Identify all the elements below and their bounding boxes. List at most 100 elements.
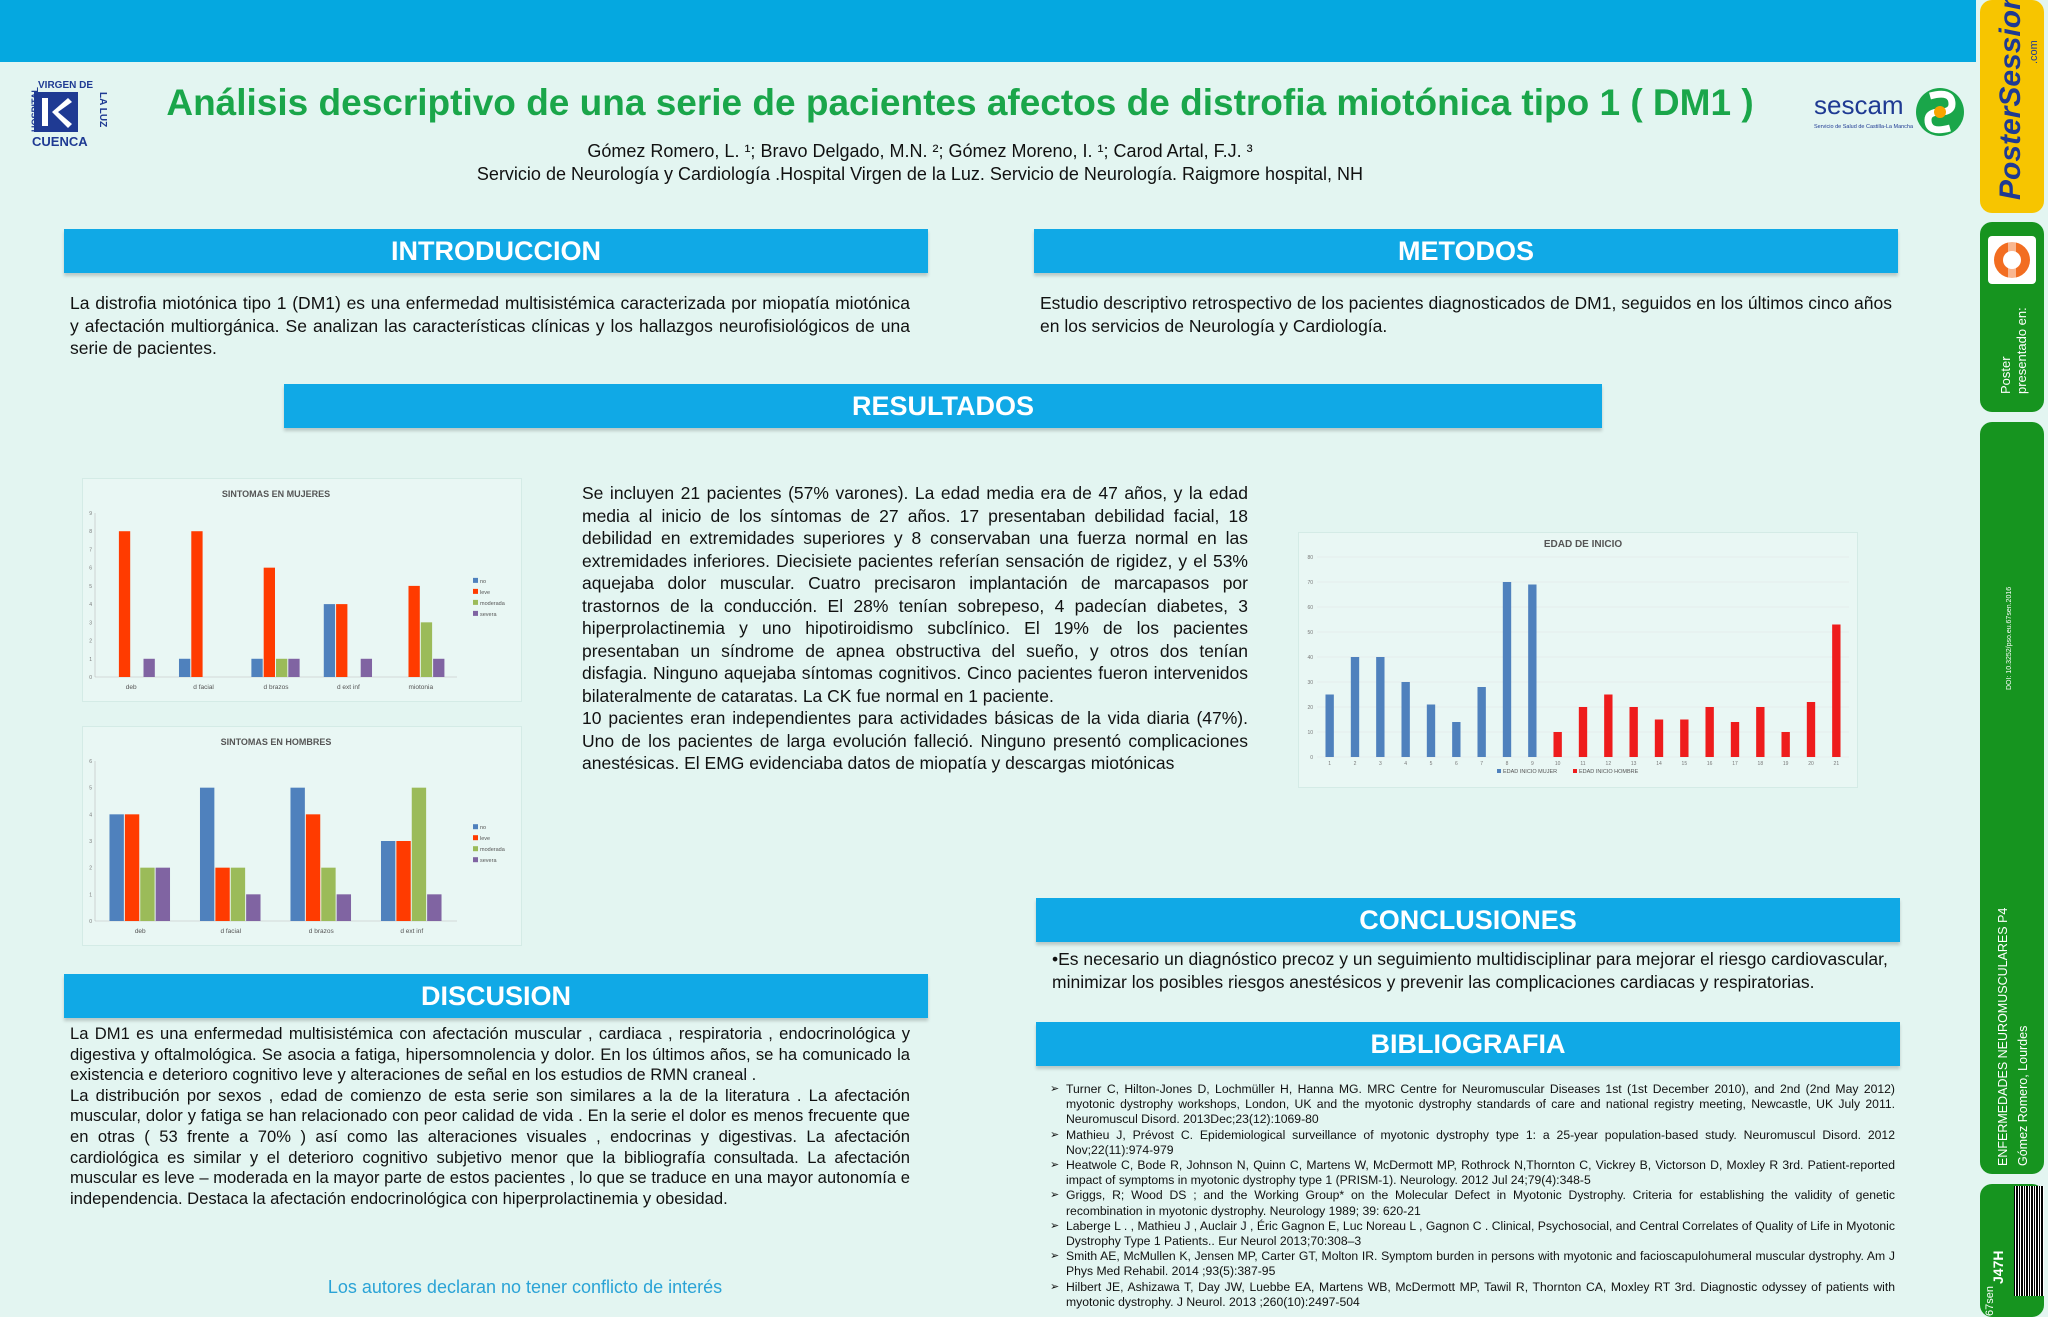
x-tick-label: 14 [1656, 761, 1662, 767]
bar [336, 894, 352, 921]
author-name: Gómez Romero, Lourdes [2016, 1025, 2030, 1166]
intro-header: INTRODUCCION [64, 229, 928, 273]
x-tick-label: 12 [1606, 761, 1612, 767]
bar [263, 567, 275, 677]
legend-swatch [473, 846, 478, 852]
y-tick-label: 8 [89, 529, 92, 535]
bar [1426, 704, 1436, 757]
bar [1832, 624, 1841, 757]
brand-text: PosterSessionOnline [1994, 0, 2027, 200]
legend-label: leve [480, 836, 490, 842]
x-tick-label: miotonia [409, 684, 434, 691]
x-tick-label: 17 [1732, 761, 1738, 767]
bar [124, 814, 140, 921]
bibliography-item: Smith AE, McMullen K, Jensen MP, Carter … [1050, 1249, 1895, 1279]
x-tick-label: d ext inf [337, 684, 360, 691]
legend-label: leve [480, 590, 490, 596]
x-tick-label: 3 [1379, 761, 1382, 767]
bar [1325, 694, 1334, 757]
bar [1806, 702, 1816, 757]
bar [1654, 719, 1664, 757]
methods-text: Estudio descriptivo retrospectivo de los… [1040, 293, 1892, 336]
legend-label: severa [480, 858, 497, 864]
y-tick-label: 0 [89, 919, 92, 925]
conclusions-header: CONCLUSIONES [1036, 898, 1900, 942]
y-tick-label: 5 [89, 786, 92, 792]
legend-label: no [480, 579, 486, 585]
y-tick-label: 3 [89, 839, 92, 845]
bar [1553, 732, 1562, 757]
x-tick-label: deb [135, 928, 146, 935]
x-tick-label: deb [126, 684, 137, 691]
conclusions-text: •Es necesario un diagnóstico precoz y un… [1052, 949, 1888, 992]
x-tick-label: 18 [1758, 761, 1764, 767]
bar [118, 531, 131, 677]
x-tick-label: 10 [1555, 761, 1561, 767]
x-tick-label: 1 [1328, 761, 1331, 767]
bar [360, 658, 373, 677]
bar [408, 585, 420, 677]
x-tick-label: 11 [1580, 761, 1585, 767]
legend-swatch [473, 857, 478, 863]
bar [290, 787, 305, 921]
bar [1705, 707, 1714, 757]
legend-swatch [473, 577, 478, 583]
y-tick-label: 1 [89, 657, 92, 663]
bar [215, 867, 230, 921]
legend-label: no [480, 825, 486, 831]
bar [230, 867, 246, 921]
sescam-logo: sescam Servicio de Salud de Castilla-La … [1812, 76, 1964, 148]
y-tick-label: 70 [1307, 580, 1313, 586]
legend-label: moderada [480, 847, 506, 853]
x-tick-label: 6 [1455, 761, 1458, 767]
x-tick-label: 5 [1430, 761, 1433, 767]
legend-swatch [473, 588, 478, 594]
legend-swatch [1573, 769, 1577, 773]
discussion-paragraph-1: La DM1 es una enfermedad multisistémica … [70, 1024, 910, 1085]
results-header: RESULTADOS [284, 384, 1602, 428]
bar [427, 894, 442, 921]
bar [1781, 732, 1790, 757]
legend-swatch [473, 610, 478, 616]
methods-header: METODOS [1034, 229, 1898, 273]
sidebar-rail: PosterSessionOnline .com Poster presenta… [1976, 0, 2048, 1317]
legend-swatch [473, 835, 478, 841]
discussion-paragraph-2: La distribución por sexos , edad de comi… [70, 1085, 910, 1208]
discussion-text: La DM1 es una enfermedad multisistémica … [70, 1024, 910, 1209]
bar [1477, 687, 1486, 757]
chart-mujeres: SINTOMAS EN MUJERES 0 1 2 3 4 5 6 7 8 9 deb d facial… [82, 478, 522, 702]
y-tick-label: 4 [89, 812, 92, 818]
poster-session-brand[interactable]: PosterSessionOnline .com [1980, 0, 2044, 213]
brand-suffix: .com [2028, 40, 2040, 64]
chart-mujeres-svg: SINTOMAS EN MUJERES 0 1 2 3 4 5 6 7 8 9 deb d facial… [89, 489, 505, 691]
bibliography-item: Laberge L . , Mathieu J , Auclair J , Ér… [1050, 1219, 1895, 1249]
y-tick-label: 20 [1307, 705, 1313, 711]
results-paragraph-2: 10 pacientes eran independientes para ac… [582, 708, 1248, 773]
bar [1401, 682, 1410, 757]
y-tick-label: 0 [89, 675, 92, 681]
bibliography-item: Hilbert JE, Ashizawa T, Day JW, Luebbe E… [1050, 1280, 1895, 1310]
x-tick-label: 13 [1631, 761, 1637, 767]
bar [109, 814, 124, 921]
bar [1629, 707, 1638, 757]
barcode-icon [2014, 1186, 2044, 1296]
poster-code: J47H [1990, 1250, 2006, 1284]
y-tick-label: 60 [1307, 605, 1313, 611]
bar [199, 787, 215, 921]
x-tick-label: d facial [193, 684, 214, 691]
y-tick-label: 5 [89, 584, 92, 590]
x-tick-label: 16 [1707, 761, 1713, 767]
y-tick-label: 10 [1307, 730, 1313, 736]
x-tick-label: d facial [220, 928, 241, 935]
congress-name: ENFERMEDADES NEUROMUSCULARES P4 [1996, 907, 2010, 1166]
chart-title: SINTOMAS EN HOMBRES [221, 737, 332, 747]
logo-luz-word: LA LUZ [97, 92, 108, 127]
bar [140, 867, 155, 921]
x-tick-label: 20 [1808, 761, 1814, 767]
bar [1730, 722, 1740, 757]
bar [1452, 722, 1461, 757]
legend-swatch [1497, 769, 1501, 773]
bar [323, 604, 336, 677]
y-tick-label: 7 [89, 547, 92, 553]
y-tick-label: 6 [89, 759, 92, 765]
